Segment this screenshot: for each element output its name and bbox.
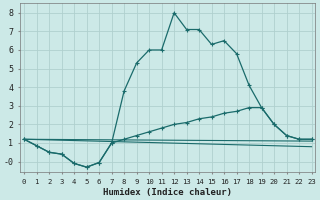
X-axis label: Humidex (Indice chaleur): Humidex (Indice chaleur) [103,188,232,197]
